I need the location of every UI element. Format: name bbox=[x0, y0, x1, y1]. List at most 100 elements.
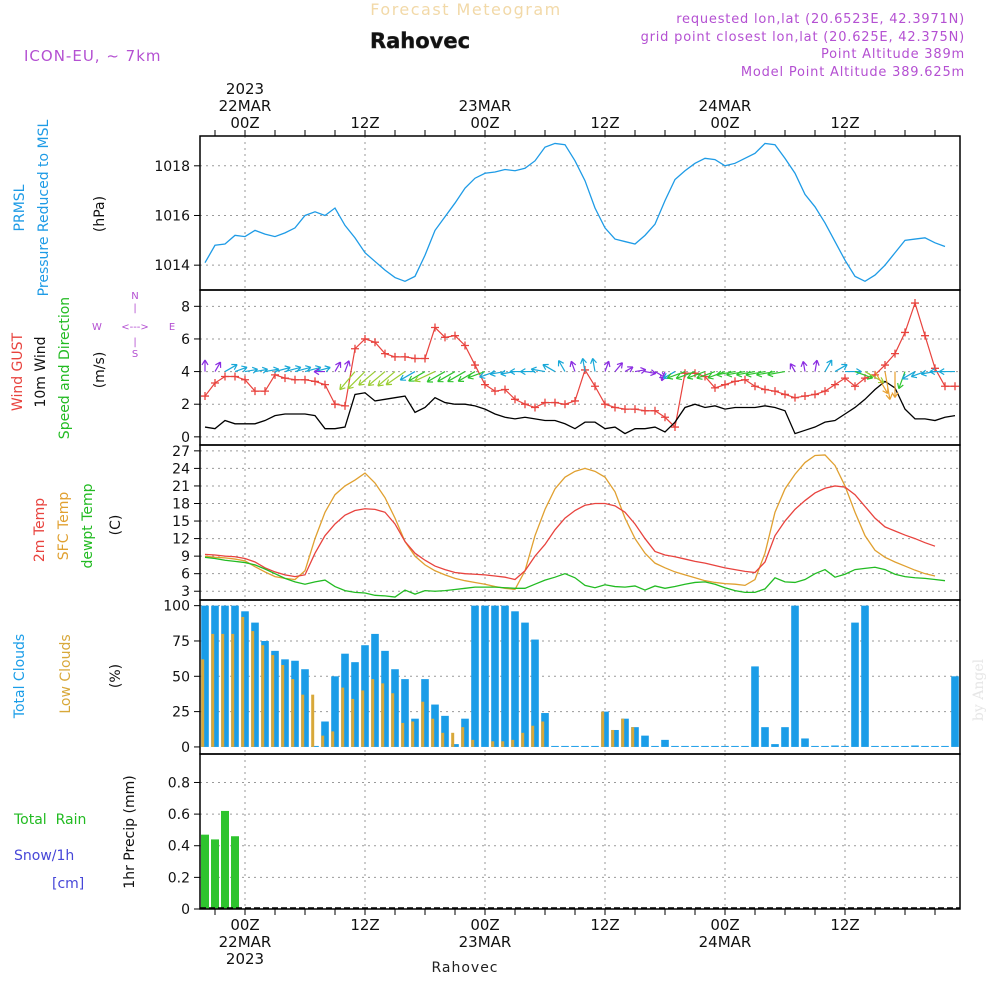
total-cloud-bar bbox=[791, 605, 799, 747]
model-label: ICON-EU, ~ 7km bbox=[24, 47, 162, 65]
total-cloud-bar bbox=[451, 744, 459, 747]
gust-marker bbox=[551, 398, 559, 407]
cloud-label-1: Total Clouds bbox=[12, 634, 28, 719]
gust-marker bbox=[501, 385, 509, 394]
time-bottom-label: 00Z bbox=[710, 916, 739, 934]
total-cloud-bar bbox=[571, 745, 579, 747]
pressure-label-2: Pressure Reduced to MSL bbox=[36, 119, 52, 296]
total-cloud-bar bbox=[761, 727, 769, 747]
pressure-unit: (hPa) bbox=[92, 196, 108, 232]
pressure-line bbox=[204, 142, 946, 283]
gust-marker bbox=[841, 374, 849, 383]
low-cloud-bar bbox=[391, 693, 395, 747]
time-top-label: 24MAR bbox=[699, 97, 752, 115]
wind-arrow bbox=[408, 371, 426, 382]
gust-marker bbox=[521, 400, 529, 409]
low-cloud-bar bbox=[371, 679, 375, 747]
gust-marker bbox=[251, 387, 259, 396]
low-cloud-bar bbox=[281, 664, 285, 747]
total-cloud-bar bbox=[291, 660, 299, 747]
wind-arrow bbox=[736, 370, 756, 378]
wind-ytick-label: 8 bbox=[181, 299, 190, 315]
gust-marker bbox=[801, 392, 809, 401]
requested-coords: requested lon,lat (20.6523E, 42.3971N) bbox=[676, 12, 965, 27]
wind-arrow bbox=[399, 371, 416, 381]
wind-ytick-label: 4 bbox=[181, 365, 190, 381]
gust-marker bbox=[741, 375, 749, 384]
wind-arrow bbox=[834, 363, 848, 373]
time-top-label: 22MAR bbox=[219, 97, 272, 115]
compass-v1: | bbox=[133, 303, 136, 314]
wind-arrow bbox=[569, 360, 577, 372]
total-cloud-bar bbox=[591, 745, 599, 747]
total-cloud-bar bbox=[901, 745, 909, 747]
gust-marker bbox=[481, 380, 489, 389]
temp-ytick-label: 12 bbox=[172, 532, 190, 548]
total-cloud-bar bbox=[271, 650, 279, 747]
wind-arrow bbox=[634, 367, 647, 374]
gust-marker bbox=[681, 369, 689, 378]
gust-line bbox=[204, 301, 955, 429]
total-cloud-bar bbox=[351, 662, 359, 747]
time-bottom-label: 00Z bbox=[470, 916, 499, 934]
cloud-label-2: Low Clouds bbox=[58, 634, 74, 713]
total-cloud-bar bbox=[951, 676, 959, 747]
gust-marker bbox=[441, 333, 449, 342]
gust-marker bbox=[451, 331, 459, 340]
watermark: by Angel bbox=[971, 658, 987, 721]
wind-arrow bbox=[339, 371, 356, 391]
wind-arrow bbox=[659, 371, 667, 382]
temp-ytick-label: 27 bbox=[172, 444, 190, 460]
temp-unit: (C) bbox=[108, 515, 124, 536]
time-top-label: 12Z bbox=[830, 114, 859, 132]
panels: 1014101610180246836912151821242702550751… bbox=[154, 130, 961, 918]
total-cloud-bar bbox=[841, 745, 849, 747]
time-bottom-label: 00Z bbox=[230, 916, 259, 934]
wind-labels: Wind GUST 10m Wind Speed and Direction (… bbox=[10, 291, 175, 439]
gust-marker bbox=[761, 385, 769, 394]
low-cloud-bar bbox=[381, 683, 385, 747]
grid-point-coords: grid point closest lon,lat (20.625E, 42.… bbox=[641, 30, 965, 45]
gust-marker bbox=[351, 344, 359, 353]
low-cloud-bar bbox=[261, 645, 265, 747]
cloud-ytick-label: 75 bbox=[172, 634, 190, 650]
total-cloud-bar bbox=[691, 745, 699, 747]
wind-arrow bbox=[457, 371, 476, 382]
gust-marker bbox=[281, 374, 289, 383]
wind-arrow bbox=[385, 371, 406, 386]
wind-ytick-label: 6 bbox=[181, 332, 190, 348]
pressure-ytick-label: 1014 bbox=[154, 258, 190, 274]
wind-label-3: Speed and Direction bbox=[57, 297, 73, 439]
precip-ytick-label: 0.4 bbox=[168, 839, 190, 855]
total-cloud-bar bbox=[531, 639, 539, 747]
temp-label-3: dewpt Temp bbox=[80, 483, 96, 568]
low-cloud-bar bbox=[451, 732, 455, 747]
time-top-label: 2023 bbox=[226, 80, 264, 98]
low-cloud-bar bbox=[521, 732, 525, 747]
cloud-ytick-label: 100 bbox=[163, 599, 190, 615]
gust-marker bbox=[711, 383, 719, 392]
low-cloud-bar bbox=[341, 687, 345, 747]
wind-arrow bbox=[686, 371, 706, 380]
gust-marker bbox=[671, 423, 679, 432]
total-cloud-bar bbox=[211, 605, 219, 747]
wind-arrow bbox=[696, 371, 716, 380]
gust-marker bbox=[461, 341, 469, 350]
total-cloud-bar bbox=[811, 745, 819, 747]
cloud-ytick-label: 50 bbox=[172, 669, 190, 685]
gust-marker bbox=[541, 398, 549, 407]
pressure-ytick-label: 1018 bbox=[154, 159, 190, 175]
total-cloud-bar bbox=[301, 669, 309, 747]
temp-ytick-label: 18 bbox=[172, 496, 190, 512]
wind-arrow bbox=[745, 370, 766, 378]
compass-h: <---> bbox=[121, 322, 149, 333]
gust-marker bbox=[331, 400, 339, 409]
compass-s: S bbox=[132, 349, 138, 360]
gust-marker bbox=[881, 361, 889, 370]
total-cloud-bar bbox=[861, 605, 869, 747]
total-cloud-bar bbox=[891, 745, 899, 747]
wind-label-2: 10m Wind bbox=[33, 336, 49, 407]
wind-arrow bbox=[789, 363, 796, 372]
total-cloud-bar bbox=[421, 679, 429, 747]
